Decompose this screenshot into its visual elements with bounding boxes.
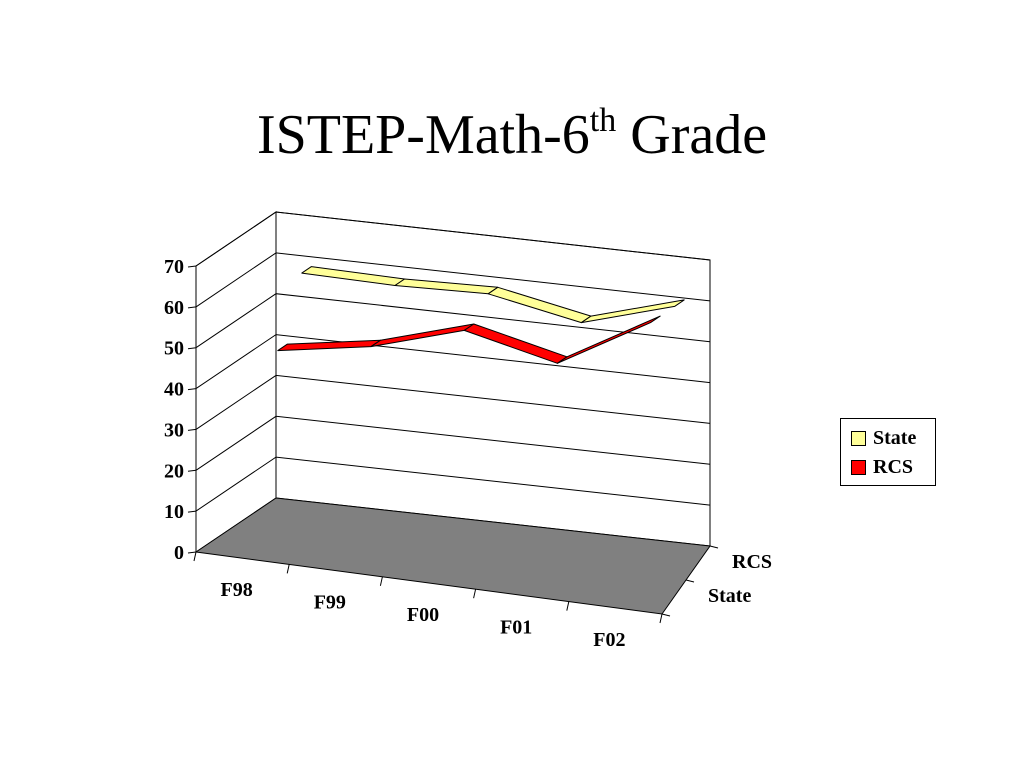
legend-label-state: State <box>873 426 917 449</box>
chart-gridlines <box>195 211 711 512</box>
y-tick-label: 0 <box>174 542 184 564</box>
y-tick-label: 70 <box>164 256 184 278</box>
x-tick-label: F00 <box>407 604 439 626</box>
y-tick <box>187 306 197 309</box>
gridline <box>195 211 711 267</box>
legend: State RCS <box>840 418 936 486</box>
x-tick-label: F01 <box>500 616 532 638</box>
title-main: ISTEP-Math-6 <box>256 104 590 166</box>
y-tick-label: 10 <box>164 501 184 523</box>
y-tick <box>187 551 197 554</box>
y-tick <box>187 388 197 391</box>
y-tick <box>187 265 197 268</box>
slide-title: ISTEP-Math-6th Grade <box>0 100 1024 170</box>
y-tick <box>187 428 197 431</box>
y-axis: 0 10 20 30 40 50 60 70 <box>164 256 197 564</box>
y-tick-label: 30 <box>164 419 184 441</box>
depth-tick <box>685 579 695 583</box>
left-wall <box>195 211 277 553</box>
gridline <box>195 334 711 390</box>
depth-tick-label: State <box>708 585 751 607</box>
ribbon-rcs-segment <box>556 315 661 364</box>
y-tick-label: 40 <box>164 379 184 401</box>
y-tick <box>187 469 197 472</box>
x-tick-label: F99 <box>314 592 346 614</box>
x-tick <box>473 589 477 599</box>
gridline <box>195 374 711 430</box>
legend-item-rcs: RCS <box>851 455 913 479</box>
legend-swatch-rcs <box>851 459 866 475</box>
ribbon-state-segment <box>580 299 685 324</box>
chart-ribbons <box>277 266 685 364</box>
x-tick <box>566 601 570 611</box>
x-tick <box>379 576 383 586</box>
y-tick <box>187 347 197 350</box>
x-tick <box>193 551 197 562</box>
depth-tick <box>661 613 671 617</box>
gridline <box>195 456 711 512</box>
gridline <box>195 252 711 308</box>
y-tick-label: 60 <box>164 297 184 319</box>
gridline <box>195 293 711 349</box>
x-tick <box>286 564 290 574</box>
gridline <box>195 415 711 471</box>
y-tick-label: 50 <box>164 338 184 360</box>
depth-tick-label: RCS <box>732 551 772 573</box>
title-end: Grade <box>616 104 768 166</box>
legend-label-rcs: RCS <box>873 455 914 478</box>
y-tick-label: 20 <box>164 460 184 482</box>
back-wall <box>275 211 711 547</box>
x-tick-label: F02 <box>593 629 625 651</box>
x-tick-label: F98 <box>220 579 252 601</box>
legend-item-state: State <box>851 426 916 450</box>
legend-swatch-state <box>851 430 866 446</box>
depth-axis: RCS State <box>661 545 772 617</box>
y-tick <box>187 510 197 513</box>
x-axis: F98 F99 F00 F01 F02 <box>193 551 663 651</box>
title-superscript: th <box>589 102 617 139</box>
depth-tick <box>709 545 719 549</box>
x-tick <box>659 613 663 624</box>
